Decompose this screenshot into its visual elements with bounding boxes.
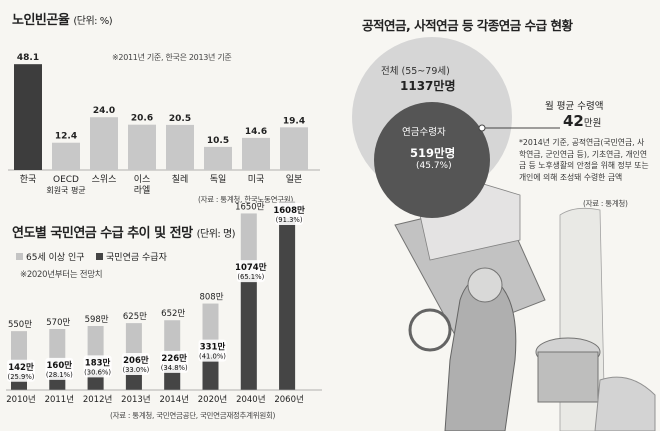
poverty-bar [14,64,42,170]
legend-recipients-swatch [96,253,104,260]
recipients-label-bg [121,352,150,375]
pension-tick-label: 2014년 [159,394,188,405]
poverty-tick-label: 라엘 [134,185,151,196]
pension-tick-label: 2012년 [83,394,112,405]
pension-tick-label: 2040년 [236,394,265,405]
poverty-value-label: 24.0 [93,106,115,116]
recipients-label-bg [45,357,74,380]
background-illustration [394,179,656,431]
recipients-bar [240,275,257,390]
poverty-bar [242,137,270,170]
elderly-value-label: 570만 [46,318,70,328]
recipients-pct-label: (25.9%) [8,373,35,381]
elderly-value-label: 808만 [199,293,223,303]
poverty-note: ※2011년 기준, 한국은 2013년 기준 [112,53,232,62]
recipients-value-label: 1074만 [235,262,267,273]
pension-tick-label: 2013년 [121,394,150,405]
poverty-tick-label: OECD [53,175,79,185]
pension-tick-label: 2010년 [6,394,35,405]
poverty-bar [128,124,156,170]
pension-note: ※2020년부터는 전망치 [20,270,103,280]
recipients-pct: (45.7%) [416,161,452,171]
poverty-tick-label: 회원국 평균 [46,185,85,195]
legend-elderly-swatch [16,253,23,260]
poverty-tick-label: 미국 [248,174,265,185]
recipients-pct-label: (34.8%) [161,364,188,372]
recipients-value-label: 331만 [200,342,226,353]
recipients-circle [374,102,490,218]
legend-recipients-label: 국민연금 수급자 [106,253,167,263]
recipients-value-label: 183만 [85,357,111,368]
receipt-illustration [352,37,656,431]
recipients-label-bg [83,355,112,378]
pension-tick-label: 2060년 [274,394,303,405]
poverty-bar [280,127,308,170]
receipt-note: *2014년 기준, 공적연금(국민연금, 사학연금, 군인연금 등), 기초연… [519,137,651,183]
recipients-pct-label: (30.6%) [84,368,111,376]
poverty-title: 노인빈곤율 (단위: %) [12,13,113,28]
poverty-value-label: 20.5 [169,114,191,124]
elderly-value-label: 625만 [123,312,147,322]
pension-bar-chart: 550만 142만(25.9%) 2010년 570만 160만(28.1%) 2011년… [6,200,322,405]
poverty-tick-label: 이스 [134,174,151,185]
recipients-value: 519만명 [410,146,456,160]
poverty-value-label: 12.4 [55,132,77,142]
total-label: 전체 (55~79세) [381,66,450,77]
avg-amount: 42만원 [563,112,602,130]
poverty-tick-label: 스위스 [92,174,117,185]
recipients-value-label: 1608만 [273,205,305,216]
receipt-title: 공적연금, 사적연금 등 각종연금 수급 현황 [362,18,573,33]
poverty-value-label: 20.6 [131,114,153,124]
poverty-value-label: 14.6 [245,127,267,137]
poverty-bar [52,142,80,170]
pension-tick-label: 2011년 [45,394,74,405]
pension-tick-label: 2020년 [198,394,227,405]
recipients-label-bg [160,350,189,373]
recipients-pct-label: (33.0%) [122,366,149,374]
poverty-tick-label: 일본 [286,174,303,185]
recipients-label-bg [275,202,304,225]
elderly-value-label: 550만 [8,320,32,330]
elderly-value-label: 598만 [85,315,109,325]
recipients-value-label: 160만 [47,360,73,371]
recipients-label-bg [236,260,265,283]
recipients-value-label: 206만 [123,355,149,366]
poverty-tick-label: 독일 [210,174,227,185]
recipients-bar [202,354,219,390]
total-value: 1137만명 [400,79,456,93]
pension-source: (자료 : 통계청, 국민연금공단, 국민연금재정추계위원회) [110,411,276,420]
poverty-source: (자료 : 통계청, 한국노동연구원) [198,195,294,204]
recipients-value-label: 226만 [161,353,187,364]
recipients-pct-label: (41.0%) [199,353,226,361]
poverty-value-label: 48.1 [17,53,39,63]
avg-label: 월 평균 수령액 [545,101,604,112]
recipients-bar [279,217,296,390]
poverty-tick-label: 칠레 [172,174,189,185]
recipients-pct-label: (65.1%) [237,273,264,281]
receipt-source: (자료 : 통계청) [583,199,628,208]
elderly-value-label: 652만 [161,309,185,319]
poverty-value-label: 10.5 [207,136,229,146]
pension-trend-title: 연도별 국민연금 수급 추이 및 전망 (단위: 명) [12,226,236,241]
recipients-pct-label: (91.3%) [276,216,303,224]
recipients-label: 연금수령자 [402,127,446,138]
recipients-label-bg [198,339,227,362]
recipients-pct-label: (28.1%) [46,371,73,379]
poverty-value-label: 19.4 [283,116,305,126]
poverty-tick-label: 한국 [20,174,37,185]
poverty-bar [204,146,232,170]
recipients-value-label: 142만 [8,362,34,373]
poverty-bar [90,117,118,170]
elderly-value-label: 1650만 [235,202,265,212]
legend-elderly-label: 65세 이상 인구 [26,253,85,263]
recipients-label-bg [7,359,35,382]
pension-legend: 65세 이상 인구 국민연금 수급자 [16,250,167,263]
poverty-bar [166,124,194,170]
